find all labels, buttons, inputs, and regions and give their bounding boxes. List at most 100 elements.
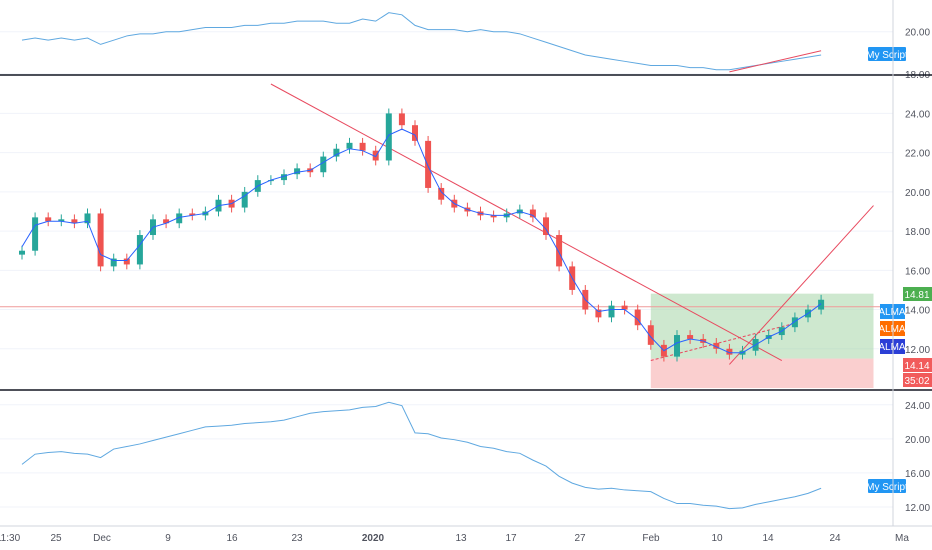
candle-body (189, 213, 196, 216)
candle-body (333, 148, 340, 157)
stop-zone[interactable] (650, 358, 874, 388)
time-tick-label: Dec (93, 533, 111, 544)
bottom-indicator-pane[interactable]: 24.00 20.00 16.00 12.00 My Script (21, 401, 930, 514)
candle-body (281, 174, 287, 181)
time-tick-label: 25 (50, 533, 62, 544)
candle-body (320, 156, 327, 173)
target-zone[interactable] (650, 293, 874, 359)
candle-body (241, 191, 248, 208)
trend-line[interactable] (729, 205, 874, 365)
price-tick-label: 16.00 (905, 469, 930, 480)
candle-body (713, 342, 720, 349)
price-tick-label: 12.00 (905, 503, 930, 514)
top-trend-line[interactable] (729, 50, 822, 73)
time-tick-label: 11:30 (0, 533, 21, 544)
price-tick-label: 24.00 (905, 109, 930, 120)
candle-body (58, 219, 65, 222)
candle-body (687, 335, 694, 339)
candle-body (19, 250, 25, 255)
time-tick-label: Feb (642, 533, 660, 544)
candle-body (359, 142, 366, 151)
time-tick-label: 14 (762, 533, 774, 544)
top-script-tag-label: My Script (866, 50, 908, 61)
candle-body (543, 217, 549, 236)
time-tick-label: 24 (829, 533, 841, 544)
candle-body (385, 113, 392, 161)
time-tick-label: Ma (895, 533, 909, 544)
candle-body (634, 309, 641, 326)
bottom-script-tag[interactable]: My Script (866, 479, 908, 493)
alma-tag-3: ALMA (878, 339, 906, 354)
candle-body (372, 150, 379, 161)
candle-body (529, 209, 536, 218)
price-tick-label: 20.00 (905, 435, 930, 446)
current-price-tag: 14.14 (903, 358, 932, 372)
alma-tag-1-label: ALMA (878, 307, 906, 318)
main-price-pane[interactable]: 24.00 22.00 20.00 18.00 16.00 14.00 12.00 14.8… (0, 83, 932, 388)
time-tick-label: 16 (226, 533, 238, 544)
candle-body (425, 140, 432, 188)
target-price-tag: 14.81 (903, 287, 932, 301)
alma-tag-3-label: ALMA (878, 342, 906, 353)
time-tick-label: 27 (574, 533, 586, 544)
alma-tag-2: ALMA (878, 321, 906, 336)
price-tick-label: 24.00 (905, 401, 930, 412)
main-price-axis: 24.00 22.00 20.00 18.00 16.00 14.00 12.00 (905, 109, 930, 355)
time-tick-label: 2020 (362, 533, 385, 544)
alma-tag-2-label: ALMA (878, 324, 906, 335)
time-tick-label: 17 (505, 533, 517, 544)
candle-body (84, 213, 91, 224)
candle-body (294, 168, 301, 175)
top-script-line (21, 12, 822, 71)
current-price-label: 14.14 (904, 361, 929, 372)
candle-body (438, 187, 445, 200)
candle-body (674, 335, 680, 357)
candle-body (647, 325, 654, 345)
price-tick-label: 18.00 (905, 227, 930, 238)
candle-body (490, 215, 497, 218)
trend-lines[interactable] (270, 83, 874, 365)
time-axis[interactable]: 11:30 25 Dec 9 16 23 2020 13 17 27 Feb 10 14 24 Ma (0, 533, 909, 544)
candle-body (595, 309, 602, 318)
candle-body (621, 305, 628, 310)
candle-body (346, 142, 353, 149)
alma-tag-1: ALMA (878, 304, 906, 319)
time-tick-label: 9 (165, 533, 171, 544)
target-price-label: 14.81 (904, 290, 929, 301)
candle-body (32, 217, 39, 251)
main-price-tags: 14.81 ALMA ALMA ALMA 14.14 35:02 (878, 287, 932, 387)
candle-body (818, 299, 825, 310)
candle-body (726, 348, 733, 355)
gridlines (0, 31, 893, 508)
bottom-script-tag-label: My Script (866, 482, 908, 493)
bottom-price-axis: 24.00 20.00 16.00 12.00 (905, 401, 930, 514)
price-tick-label: 12.00 (905, 345, 930, 356)
price-tick-label: 20.00 (905, 28, 930, 39)
time-tick-label: 13 (455, 533, 467, 544)
candle-body (123, 258, 130, 265)
bottom-script-line (21, 401, 822, 510)
candle-body (176, 213, 183, 224)
candle-body (163, 219, 170, 224)
candle-body (556, 235, 563, 267)
candle-body (71, 219, 78, 224)
candle-body (412, 125, 418, 141)
candle-body (608, 305, 615, 318)
candle-body (398, 113, 405, 126)
time-tick-label: 10 (711, 533, 723, 544)
candle-body (136, 235, 143, 265)
candle-body (97, 213, 104, 267)
time-tick-label: 23 (291, 533, 303, 544)
price-tick-label: 20.00 (905, 188, 930, 199)
top-script-tag[interactable]: My Script (866, 47, 908, 61)
trend-line[interactable] (270, 83, 783, 361)
alma-line (21, 128, 822, 354)
candle-body (45, 217, 52, 222)
candle-body (791, 317, 798, 328)
price-tick-label: 14.00 (905, 306, 930, 317)
price-tick-label: 22.00 (905, 149, 930, 160)
countdown-tag: 35:02 (903, 373, 932, 387)
